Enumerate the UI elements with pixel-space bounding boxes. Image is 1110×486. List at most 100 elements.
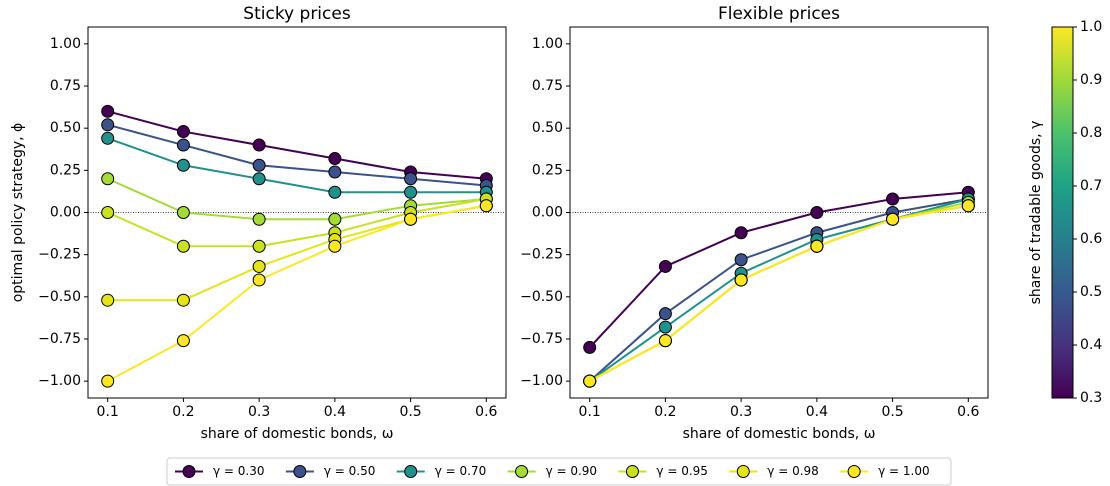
y-tick-label: −1.00 xyxy=(520,373,563,389)
y-tick-label: 1.00 xyxy=(50,36,81,52)
point xyxy=(176,239,190,253)
point xyxy=(176,293,190,307)
colorbar-label: share of tradable goods, γ xyxy=(1028,121,1044,305)
x-tick-label: 0.2 xyxy=(654,404,676,420)
colorbar-tick-label: 0.7 xyxy=(1080,178,1102,194)
x-axis-label: share of domestic bonds, ω xyxy=(201,426,394,442)
colorbar-tick-label: 0.6 xyxy=(1080,231,1102,247)
point xyxy=(101,131,115,145)
series-line xyxy=(589,204,969,383)
series-line xyxy=(107,177,487,221)
series-line xyxy=(107,110,487,180)
point xyxy=(404,185,418,199)
point xyxy=(404,212,418,226)
point xyxy=(658,334,672,348)
legend-marker xyxy=(625,465,639,478)
point xyxy=(734,273,748,287)
series-line xyxy=(589,198,969,382)
series-line xyxy=(107,123,487,187)
colorbar-tick-label: 0.5 xyxy=(1080,284,1102,300)
point xyxy=(101,172,115,186)
x-tick-label: 0.1 xyxy=(579,404,601,420)
x-tick-label: 0.2 xyxy=(172,404,194,420)
x-tick-label: 0.4 xyxy=(806,404,828,420)
series-line xyxy=(589,204,969,383)
y-tick-label: 0.50 xyxy=(532,120,563,136)
point xyxy=(176,125,190,139)
x-tick-label: 0.1 xyxy=(97,404,119,420)
point xyxy=(583,374,597,388)
legend-label: γ = 0.98 xyxy=(767,464,819,478)
colorbar xyxy=(1051,26,1074,399)
plot-frame xyxy=(569,26,989,399)
chart-title: Sticky prices xyxy=(243,4,351,24)
legend-marker xyxy=(847,465,861,478)
point xyxy=(404,172,418,186)
x-axis-label: share of domestic bonds, ω xyxy=(683,426,876,442)
point xyxy=(252,158,266,172)
series-line xyxy=(588,191,969,349)
plot-frame xyxy=(87,26,507,399)
point xyxy=(252,273,266,287)
series-line xyxy=(107,204,487,383)
point xyxy=(328,165,342,179)
point xyxy=(734,226,748,240)
point xyxy=(252,138,266,152)
point xyxy=(810,239,824,253)
point xyxy=(810,206,824,219)
point xyxy=(252,259,266,273)
colorbar-tick-label: 1.0 xyxy=(1080,19,1102,35)
point xyxy=(101,374,115,388)
point xyxy=(886,192,900,206)
series-line xyxy=(589,204,969,383)
y-tick-label: 0.75 xyxy=(50,78,81,94)
legend-marker xyxy=(515,465,529,478)
point xyxy=(961,199,975,213)
x-tick-label: 0.6 xyxy=(957,404,979,420)
point xyxy=(252,239,266,253)
y-tick-label: −0.75 xyxy=(520,331,563,347)
legend-label: γ = 0.95 xyxy=(656,464,708,478)
point xyxy=(252,172,266,186)
colorbar-tick-label: 0.9 xyxy=(1080,72,1102,88)
x-tick-label: 0.3 xyxy=(248,404,270,420)
point xyxy=(583,340,597,354)
colorbar-tick-label: 0.4 xyxy=(1080,337,1102,353)
point xyxy=(176,206,190,219)
point xyxy=(101,206,115,219)
y-tick-label: −0.25 xyxy=(520,247,563,263)
point xyxy=(101,118,115,132)
x-tick-label: 0.3 xyxy=(730,404,752,420)
y-tick-label: 0.25 xyxy=(50,162,81,178)
y-tick-label: 0.50 xyxy=(50,120,81,136)
x-tick-label: 0.4 xyxy=(324,404,346,420)
colorbar-tick-label: 0.8 xyxy=(1080,125,1102,141)
chart-title: Flexible prices xyxy=(718,4,840,24)
x-tick-label: 0.5 xyxy=(399,404,421,420)
x-tick-label: 0.6 xyxy=(475,404,497,420)
y-tick-label: −1.00 xyxy=(38,373,81,389)
y-tick-label: 0.00 xyxy=(532,205,563,221)
series-line xyxy=(589,198,969,382)
legend-marker xyxy=(736,465,750,478)
y-tick-label: 0.25 xyxy=(532,162,563,178)
point xyxy=(479,199,493,213)
point xyxy=(101,293,115,307)
point xyxy=(886,212,900,226)
point xyxy=(252,212,266,226)
legend-marker xyxy=(404,465,418,478)
series-line xyxy=(107,137,487,194)
y-tick-label: −0.50 xyxy=(38,289,81,305)
colorbar-tick-label: 0.3 xyxy=(1080,390,1102,406)
legend-label: γ = 0.30 xyxy=(213,464,265,478)
point xyxy=(328,212,342,226)
x-tick-label: 0.5 xyxy=(881,404,903,420)
y-tick-label: −0.75 xyxy=(38,331,81,347)
legend-marker xyxy=(293,465,307,478)
legend-marker xyxy=(182,465,196,478)
legend-label: γ = 0.50 xyxy=(324,464,376,478)
legend-label: γ = 0.70 xyxy=(435,464,487,478)
point xyxy=(101,104,115,118)
